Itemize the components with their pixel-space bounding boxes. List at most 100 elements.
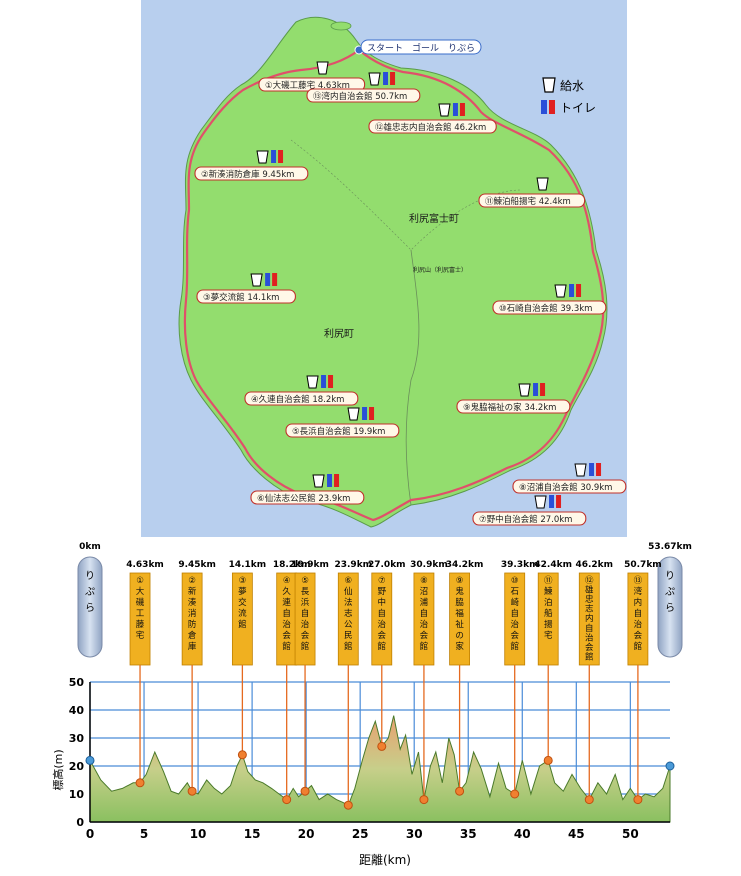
aid-station-5[interactable]: ⑤長浜自治会館 19.9km <box>285 407 400 438</box>
station-km-label: 19.9km <box>291 560 329 570</box>
station-tag-char: 自 <box>301 608 310 619</box>
station-tag-char: ⑧ <box>420 576 428 586</box>
station-tag-char: 法 <box>344 597 353 608</box>
station-tag-char: 治 <box>282 619 291 630</box>
station-tag-char: 館 <box>344 641 353 652</box>
aid-station-8[interactable]: ⑧沼浦自治会館 30.9km <box>512 463 627 494</box>
station-marker <box>633 795 643 805</box>
start-label-box <box>360 39 482 55</box>
station-tag-char: 治 <box>634 619 643 630</box>
station-marker <box>135 778 145 788</box>
water-icon <box>316 61 329 75</box>
aid-station-11[interactable]: ⑪鰊泊船揚宅 42.4km <box>478 177 586 208</box>
station-km-label: 46.2km <box>575 560 613 570</box>
aid-station-3[interactable]: ③夢交流館 14.1km <box>196 273 296 304</box>
station-tag-char: ⑩ <box>511 576 519 586</box>
aid-station-1[interactable]: ①大磯工藤宅 4.63km <box>258 61 366 92</box>
aid-station-2[interactable]: ②新湊消防倉庫 9.45km <box>194 150 309 181</box>
peak-label: 利尻山（利尻富士） <box>413 266 467 274</box>
station-tag-char: 会 <box>420 630 429 641</box>
toilet-icon <box>271 150 284 163</box>
station-tag-char: 長 <box>301 587 310 597</box>
profile-station-11[interactable]: 42.4km ⑪鰊泊船揚宅 <box>534 560 572 765</box>
station-tag-char: 自 <box>378 608 387 619</box>
aid-station-10[interactable]: ⑩石崎自治会館 39.3km <box>492 284 607 315</box>
aid-station-9[interactable]: ⑨鬼脇福祉の家 34.2km <box>456 383 571 414</box>
station-km-label: 30.9km <box>410 560 448 570</box>
station-tag-char: ③ <box>239 576 247 586</box>
toilet-icon <box>362 407 375 420</box>
station-tag-char: 船 <box>544 608 553 619</box>
station-km-label: 27.0km <box>368 560 406 570</box>
profile-station-2[interactable]: 9.45km ②新湊消防倉庫 <box>178 560 216 796</box>
aid-station-label: ⑧沼浦自治会館 30.9km <box>519 482 612 493</box>
water-icon <box>536 177 549 191</box>
x-tick-label: 50 <box>622 827 639 841</box>
station-tag-char: 連 <box>282 597 291 608</box>
end-pill[interactable]: 53.67km りぷら <box>648 542 692 771</box>
pill-name-char: ら <box>665 602 675 614</box>
map-svg: スタート ゴール りぷら 利尻富士町 利尻町 利尻山（利尻富士） 給水 トイレ … <box>141 0 627 537</box>
profile-station-3[interactable]: 14.1km ③夢交流館 <box>229 560 267 760</box>
profile-station-7[interactable]: 27.0km ⑦野中自治会館 <box>368 560 406 751</box>
station-tag-char: 会 <box>301 630 310 641</box>
station-km-label: 39.3km <box>501 560 539 570</box>
station-tag-char: 沼 <box>420 587 429 597</box>
station-tag-char: 治 <box>301 619 310 630</box>
water-icon <box>368 72 381 86</box>
aid-station-label: ④久連自治会館 18.2km <box>251 394 344 405</box>
course-route <box>183 48 605 522</box>
station-tag-char: 館 <box>634 641 643 652</box>
station-tag-char: 野 <box>378 587 387 597</box>
x-axis-label: 距離(km) <box>359 853 411 867</box>
mountain-trail <box>290 139 522 251</box>
station-tag-char: 庫 <box>188 641 197 652</box>
profile-station-10[interactable]: 39.3km ⑩石崎自治会館 <box>501 560 539 799</box>
station-tag-char: 館 <box>301 641 310 652</box>
profile-station-9[interactable]: 34.2km ⑨鬼脇福祉の家 <box>446 560 484 796</box>
aid-station-4[interactable]: ④久連自治会館 18.2km <box>244 375 359 406</box>
profile-station-6[interactable]: 23.9km ⑥仙法志公民館 <box>334 560 372 810</box>
station-km-label: 50.7km <box>624 560 662 570</box>
station-tag-char: 夢 <box>238 586 247 597</box>
aid-station-label: ⑥仙法志公民館 23.9km <box>257 493 350 504</box>
station-marker <box>419 795 429 805</box>
station-tag-char: 館 <box>510 641 519 652</box>
aid-station-6[interactable]: ⑥仙法志公民館 23.9km <box>250 474 365 505</box>
profile-station-5[interactable]: 19.9km ⑤長浜自治会館 <box>291 560 329 796</box>
station-tag-char: 館 <box>420 641 429 652</box>
station-marker <box>300 786 310 796</box>
station-tag-char: 揚 <box>544 619 553 630</box>
x-tick-label: 20 <box>298 827 315 841</box>
station-tag-char: ④ <box>283 576 291 586</box>
profile-station-1[interactable]: 4.63km ①大磯工藤宅 <box>126 560 164 788</box>
toilet-icon <box>589 463 602 476</box>
station-tag-char: 湊 <box>188 597 197 608</box>
toilet-icon <box>265 273 278 286</box>
aid-station-7[interactable]: ⑦野中自治会館 27.0km <box>472 495 587 526</box>
water-icon <box>554 284 567 298</box>
station-tag-char: 治 <box>585 632 594 643</box>
aid-station-label: ⑬湾内自治会館 50.7km <box>313 91 407 102</box>
profile-station-8[interactable]: 30.9km ⑧沼浦自治会館 <box>410 560 448 805</box>
station-tag-char: 仙 <box>344 586 353 597</box>
profile-station-13[interactable]: 50.7km ⑬湾内自治会館 <box>624 560 662 805</box>
station-tag-char: 館 <box>238 619 247 630</box>
aid-station-label: ⑨鬼脇福祉の家 34.2km <box>463 402 556 413</box>
station-tag-char: 会 <box>634 630 643 641</box>
station-tag-char: 内 <box>585 613 594 624</box>
toilet-icon <box>533 383 546 396</box>
station-tag-char: ⑦ <box>378 576 386 586</box>
toilet-icon <box>321 375 334 388</box>
station-tag-char: 鰊 <box>544 586 553 597</box>
profile-station-12[interactable]: 46.2km ⑫雄忠志内自治会館 <box>575 560 613 805</box>
aid-station-12[interactable]: ⑫雄忠志内自治会館 46.2km <box>368 103 497 134</box>
station-tag-char: 藤 <box>136 619 145 630</box>
station-tag-char: ② <box>188 576 196 586</box>
y-tick-label: 40 <box>69 704 85 717</box>
start-pill[interactable]: 0km りぷら <box>77 542 103 765</box>
x-tick-label: 10 <box>190 827 207 841</box>
aid-station-13[interactable]: ⑬湾内自治会館 50.7km <box>306 72 421 103</box>
station-tag-char: ⑬ <box>634 576 643 586</box>
